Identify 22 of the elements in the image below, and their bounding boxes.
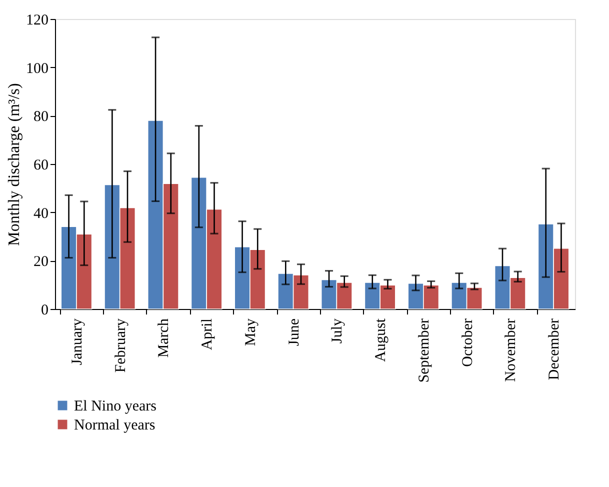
x-tick-label: November — [503, 318, 520, 382]
x-tick-label: September — [416, 318, 432, 383]
y-tick-label: 100 — [26, 60, 48, 77]
y-tick-label: 60 — [34, 158, 48, 174]
x-tick-label: July — [330, 318, 346, 344]
y-tick-label: 20 — [34, 254, 48, 270]
y-tick-label: 0 — [41, 302, 48, 318]
y-tick-label: 120 — [26, 12, 48, 28]
x-tick-label: February — [112, 318, 129, 373]
x-tick-label: October — [460, 318, 476, 367]
y-tick-label: 80 — [34, 109, 48, 126]
legend-label: Normal years — [74, 418, 156, 434]
y-tick-label: 40 — [34, 206, 48, 222]
x-tick-label: March — [156, 318, 172, 358]
x-tick-label: May — [242, 318, 259, 346]
x-tick-label: December — [546, 318, 563, 380]
x-tick-label: June — [286, 318, 302, 346]
x-tick-label: August — [373, 318, 390, 362]
legend-label: El Nino years — [74, 398, 157, 414]
y-axis-title: Monthly discharge (m³/s) — [6, 83, 23, 246]
x-tick-label: January — [69, 318, 86, 366]
x-tick-label: April — [200, 318, 216, 350]
